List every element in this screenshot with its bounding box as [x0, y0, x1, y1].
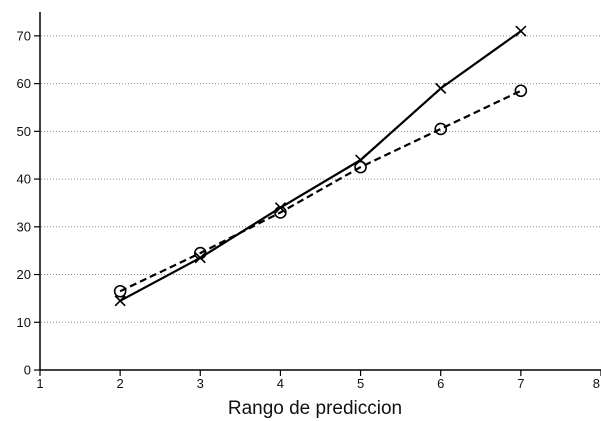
- x-tick-label-4: 4: [277, 376, 284, 391]
- y-tick-label-50: 50: [17, 124, 31, 139]
- grid-layer: [41, 35, 601, 323]
- y-tick-label-30: 30: [17, 219, 31, 234]
- series-1-point-7-stroke-b: [515, 25, 527, 37]
- y-tick-label-10: 10: [17, 315, 31, 330]
- x-tick-label-2: 2: [117, 376, 124, 391]
- series-1-point-2: [114, 295, 126, 307]
- series-2-point-5: [354, 160, 367, 174]
- y-tick-label-40: 40: [17, 172, 31, 187]
- series-1-point-6-stroke-b: [435, 82, 447, 94]
- x-tick-label-8: 8: [593, 376, 600, 391]
- x-axis-title: Rango de prediccion: [228, 398, 402, 419]
- series-1-point-2-stroke-b: [114, 295, 126, 307]
- x-tick-label-6: 6: [437, 376, 444, 391]
- series-2-point-2: [113, 284, 127, 298]
- x-tick-label-7: 7: [517, 376, 524, 391]
- y-tick-label-0: 0: [24, 363, 31, 378]
- x-tick-label-5: 5: [357, 376, 364, 391]
- y-tick-label-20: 20: [17, 267, 31, 282]
- x-tick-label-1: 1: [36, 376, 43, 391]
- series-2-point-7: [514, 84, 528, 98]
- series-2-point-6: [434, 122, 448, 136]
- series-1-line: [119, 30, 522, 302]
- series-layer: [113, 25, 528, 307]
- axis-layer: 0 10 20 30 40 50 60 70 1 2 3 4 5 6 7 8: [17, 12, 601, 391]
- series-2-point-4: [274, 206, 287, 219]
- x-tick-label-3: 3: [197, 376, 204, 391]
- y-tick-label-70: 70: [17, 28, 31, 43]
- series-1-point-7: [515, 25, 527, 37]
- series-2-point-3: [193, 246, 207, 260]
- series-2-line: [119, 89, 522, 293]
- series-1-point-6: [435, 82, 447, 94]
- y-tick-label-60: 60: [17, 76, 31, 91]
- label-layer: Rango de prediccion: [228, 398, 402, 419]
